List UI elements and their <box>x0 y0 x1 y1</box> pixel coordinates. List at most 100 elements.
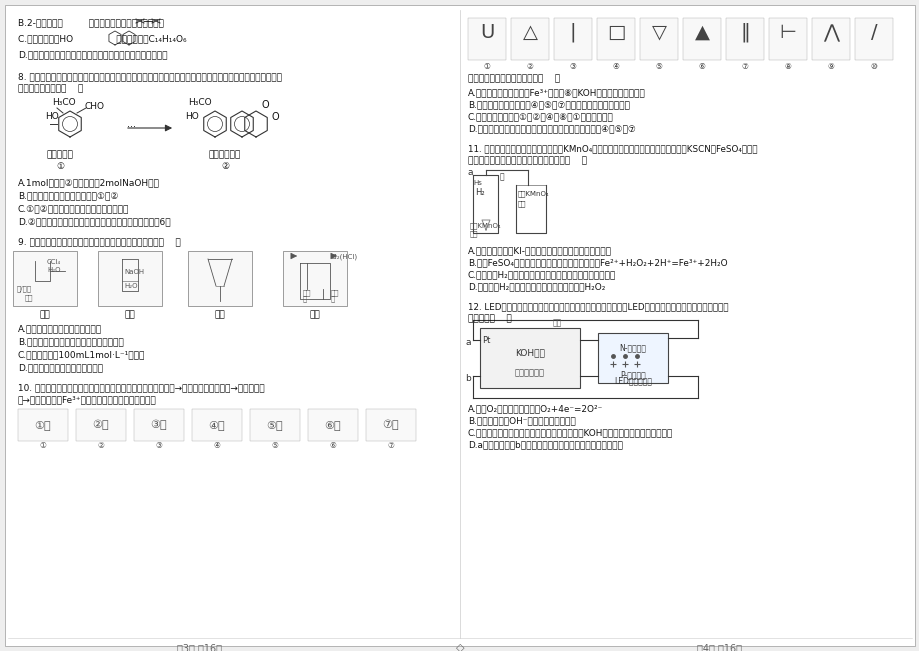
Text: ‖: ‖ <box>739 23 749 42</box>
Text: 水: 水 <box>302 295 307 301</box>
Text: D.第二步用稀硫酸溶解茶叶灰时要加热水浴折流，选用④、⑤和⑦: D.第二步用稀硫酸溶解茶叶灰时要加热水浴折流，选用④、⑤和⑦ <box>468 124 635 133</box>
Text: 9. 用下列实验装置进行相应的实验，能达到实验目的的是（    ）: 9. 用下列实验装置进行相应的实验，能达到实验目的的是（ ） <box>18 237 180 246</box>
Text: a: a <box>465 338 471 347</box>
Text: 溶液显血红色，则下列说法中不正确的是（    ）: 溶液显血红色，则下列说法中不正确的是（ ） <box>468 156 586 165</box>
Text: LED发光二极管: LED发光二极管 <box>613 376 652 385</box>
Text: ⑦: ⑦ <box>741 62 748 71</box>
Text: （香兰素）: （香兰素） <box>47 150 74 159</box>
Bar <box>553 18 591 60</box>
Text: ⑦: ⑦ <box>387 441 394 450</box>
Text: 水: 水 <box>331 295 335 301</box>
Text: 第4页 共16页: 第4页 共16页 <box>697 643 742 651</box>
Text: H₃CO: H₃CO <box>187 98 211 107</box>
Text: ···: ··· <box>127 122 136 132</box>
Text: A.用图乙装置吸收氯气并防止倒吸: A.用图乙装置吸收氯气并防止倒吸 <box>18 324 102 333</box>
Text: H₂: H₂ <box>474 188 484 197</box>
Text: C.该条件下H₂燃烧生成了既具有氧化性又具有还原性的物质: C.该条件下H₂燃烧生成了既具有氧化性又具有还原性的物质 <box>468 270 616 279</box>
Text: D.石油是混合物，经分馏后可获得汽油、煤油、柴油等纯净物: D.石油是混合物，经分馏后可获得汽油、煤油、柴油等纯净物 <box>18 50 167 59</box>
Text: 有关该实验的说法中正确的是（    ）: 有关该实验的说法中正确的是（ ） <box>468 74 560 83</box>
Bar <box>134 409 184 441</box>
Text: 12. LED产品的使用为屏幕提供色彩，如图是氢气燃料电池驱动LED发光的一种装置示意图，下列有关说: 12. LED产品的使用为屏幕提供色彩，如图是氢气燃料电池驱动LED发光的一种装… <box>468 302 728 311</box>
Text: P-型半导体: P-型半导体 <box>619 370 645 379</box>
Text: ⑩: ⑩ <box>869 62 877 71</box>
Text: 液→检验滤液中的Fe³⁺，如图是可能用到的实验用品：: 液→检验滤液中的Fe³⁺，如图是可能用到的实验用品： <box>18 395 156 404</box>
Bar <box>596 18 634 60</box>
Bar <box>640 18 677 60</box>
Text: C.图丙装置配制100mL1mol·L⁻¹的稀酸: C.图丙装置配制100mL1mol·L⁻¹的稀酸 <box>18 350 145 359</box>
Bar <box>768 18 806 60</box>
Text: B.用图甲所示装置验证反应中产物二氧化碳: B.用图甲所示装置验证反应中产物二氧化碳 <box>18 337 124 346</box>
Text: ②泥: ②泥 <box>93 420 109 430</box>
Bar <box>366 409 415 441</box>
Text: 氢氧燃料电池: 氢氧燃料电池 <box>515 368 544 377</box>
Text: 水: 水 <box>499 172 505 181</box>
Bar <box>308 409 357 441</box>
Text: 下列说法正确的是（    ）: 下列说法正确的是（ ） <box>18 84 83 93</box>
Bar <box>468 18 505 60</box>
Text: ▽: ▽ <box>651 23 665 42</box>
Text: 酸性KMnO₄: 酸性KMnO₄ <box>517 190 549 197</box>
Bar <box>13 251 77 306</box>
Text: O: O <box>272 112 279 122</box>
Text: 10. 茶叶中铁元素的检验可经过以下四个步骤完成：将茶叶灰化→用稀硫酸溶解茶叶灰→过滤得到滤: 10. 茶叶中铁元素的检验可经过以下四个步骤完成：将茶叶灰化→用稀硫酸溶解茶叶灰… <box>18 383 265 392</box>
Text: 正确的是（    ）: 正确的是（ ） <box>468 314 511 323</box>
Text: ③酒: ③酒 <box>151 420 167 430</box>
Bar <box>98 251 162 306</box>
Text: A.烧杯中溶液换成KI-淀粉溶液不能验证生成物具有还原性: A.烧杯中溶液换成KI-淀粉溶液不能验证生成物具有还原性 <box>468 246 611 255</box>
Bar <box>725 18 763 60</box>
Bar <box>811 18 849 60</box>
Text: 11. 如图所示的实验，发现烧杯中酸性KMnO₄溶液褪色，若将烧杯中的溶液换成含少量KSCN的FeSO₄溶液，: 11. 如图所示的实验，发现烧杯中酸性KMnO₄溶液褪色，若将烧杯中的溶液换成含… <box>468 144 757 153</box>
Text: ①: ① <box>483 62 490 71</box>
Text: b: b <box>465 374 471 383</box>
Text: ⑤: ⑤ <box>271 441 278 450</box>
Text: Cl₂(HCl): Cl₂(HCl) <box>331 254 357 260</box>
Text: （黄橙内酯）: （黄橙内酯） <box>209 150 241 159</box>
Text: ⑧: ⑧ <box>784 62 790 71</box>
Text: ④: ④ <box>612 62 618 71</box>
Text: a: a <box>468 168 473 177</box>
Text: CCl₄: CCl₄ <box>47 259 62 265</box>
Text: A.1mol化合物②最多只能与2molNaOH反应: A.1mol化合物②最多只能与2molNaOH反应 <box>18 178 160 187</box>
Text: ⑥: ⑥ <box>329 441 336 450</box>
Text: C.电路中的电子从负极经外电路到正极，再经过KOH溶液回到负极，形成回合回路: C.电路中的电子从负极经外电路到正极，再经过KOH溶液回到负极，形成回合回路 <box>468 428 673 437</box>
Text: ③: ③ <box>569 62 576 71</box>
Bar <box>76 409 126 441</box>
Text: A.通入O₂的电极发生反应：O₂+4e⁻=2O²⁻: A.通入O₂的电极发生反应：O₂+4e⁻=2O²⁻ <box>468 404 603 413</box>
Text: △: △ <box>522 23 537 42</box>
Text: B.电池放电后，OH⁻的物质的量浓度不变: B.电池放电后，OH⁻的物质的量浓度不变 <box>468 416 575 425</box>
Text: B.酸性FeSO₄溶液中加入双氧水的离子方程式为：Fe²⁺+H₂O₂+2H⁺=Fe³⁺+2H₂O: B.酸性FeSO₄溶液中加入双氧水的离子方程式为：Fe²⁺+H₂O₂+2H⁺=F… <box>468 258 727 267</box>
Bar <box>187 251 252 306</box>
Text: Pt: Pt <box>482 336 490 345</box>
Text: D.该条件下H₂燃烧的产物中可能含有一定量的H₂O₂: D.该条件下H₂燃烧的产物中可能含有一定量的H₂O₂ <box>468 282 605 291</box>
Text: ②: ② <box>221 162 229 171</box>
Text: ①: ① <box>40 441 46 450</box>
Text: U: U <box>480 23 494 42</box>
Text: ⊢: ⊢ <box>778 23 796 42</box>
Bar <box>597 333 667 383</box>
Text: ⑨: ⑨ <box>827 62 834 71</box>
Text: H₂O: H₂O <box>124 283 137 289</box>
Text: KOH溶液: KOH溶液 <box>515 348 544 357</box>
Text: 导线: 导线 <box>552 318 562 327</box>
Text: 图丙: 图丙 <box>214 310 225 319</box>
Text: NaOH: NaOH <box>124 269 144 275</box>
Text: B.鉴定成第三步，需选用④、⑤和⑦，除去辅件器外还缺过滤纸: B.鉴定成第三步，需选用④、⑤和⑦，除去辅件器外还缺过滤纸 <box>468 100 630 109</box>
Bar <box>480 328 579 388</box>
Text: ⋀: ⋀ <box>823 23 838 42</box>
Text: C.紫花前胡醇（HO               ）的分子式为C₁₄H₁₄O₆: C.紫花前胡醇（HO ）的分子式为C₁₄H₁₄O₆ <box>18 34 187 43</box>
Text: 稀盐: 稀盐 <box>331 289 339 296</box>
Bar <box>18 409 68 441</box>
Text: 图甲: 图甲 <box>40 310 51 319</box>
Text: B.2-一溴丙烯（         ）分子中所有原子不可能共平面: B.2-一溴丙烯（ ）分子中所有原子不可能共平面 <box>18 18 164 27</box>
Bar <box>192 409 242 441</box>
Text: ⑦玻: ⑦玻 <box>382 420 399 430</box>
Text: ①: ① <box>56 162 64 171</box>
Text: ▲: ▲ <box>694 23 709 42</box>
Text: □: □ <box>607 23 625 42</box>
Text: 8. 黄橙内酯是一种具有抗肿瘤、抗菌、抗氧化等生物活性的天然化合物，可由香兰素为原料合成，如图所示，: 8. 黄橙内酯是一种具有抗肿瘤、抗菌、抗氧化等生物活性的天然化合物，可由香兰素为… <box>18 72 282 81</box>
Bar <box>283 251 346 306</box>
Text: D.用图丁装置除去氯气中的氯化氢: D.用图丁装置除去氯气中的氯化氢 <box>18 363 103 372</box>
Bar <box>510 18 549 60</box>
Text: 图乙: 图乙 <box>124 310 135 319</box>
Text: HO: HO <box>185 112 199 121</box>
